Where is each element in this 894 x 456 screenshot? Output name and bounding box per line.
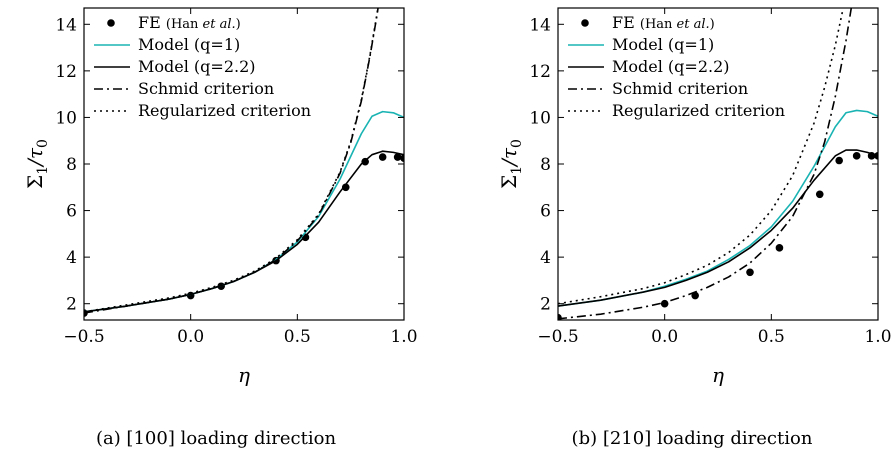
model-q1-line-b — [558, 109, 878, 307]
plot-area-a — [84, 8, 404, 317]
fe-point-b-7 — [852, 152, 861, 160]
y-tick-label-b-0: 2 — [540, 295, 551, 315]
regularized-line-a — [84, 8, 379, 313]
x-axis-label-b: η — [712, 363, 724, 387]
schmid-line-b — [558, 8, 853, 320]
legend-label-regularized-a: Regularized criterion — [138, 101, 311, 120]
y-axis-label-a: Σ1/τ0 — [23, 139, 51, 189]
legend-fe-note-b: (Han — [640, 17, 677, 32]
caption-b: (b) [210] loading direction — [572, 428, 813, 449]
x-tick-label-b-2: 0.5 — [758, 327, 785, 347]
legend-label-regularized-b: Regularized criterion — [612, 101, 785, 120]
y-axis-label-sub2-a: 0 — [35, 139, 51, 148]
y-tick-label-a-1: 4 — [66, 248, 77, 268]
y-tick-label-b-4: 10 — [529, 108, 551, 128]
y-tick-label-a-6: 14 — [55, 15, 77, 35]
y-tick-label-b-6: 14 — [529, 15, 551, 35]
y-tick-label-a-2: 6 — [66, 202, 77, 222]
fe-point-b-1 — [660, 299, 669, 308]
legend-label-schmid-a: Schmid criterion — [138, 79, 274, 98]
model-q22-line-b — [558, 149, 878, 307]
x-axis-label-a: η — [238, 363, 250, 387]
y-axis-label-sep-a: /τ — [23, 147, 47, 168]
model-q22-line-a — [84, 150, 404, 313]
legend-fe-note-italic-b: et al. — [677, 17, 710, 32]
legend-a: FE (Han et al.) Model (q=1) Model (q=2.2) S… — [94, 13, 311, 120]
legend-b: FE (Han et al.) Model (q=1) Model (q=2.2) S… — [568, 13, 785, 120]
ticks-b: −0.5 0.0 0.5 1.0 2 4 6 8 10 12 14 — [529, 8, 892, 347]
legend-fe-note-end-a: ) — [236, 17, 241, 32]
y-tick-label-a-0: 2 — [66, 295, 77, 315]
x-tick-label-b-3: 1.0 — [864, 327, 891, 347]
x-tick-label-a-1: 0.0 — [177, 327, 204, 347]
fe-point-b-4 — [775, 244, 784, 252]
x-tick-label-a-0: −0.5 — [63, 327, 104, 347]
fe-point-a-5 — [341, 183, 350, 192]
y-tick-label-a-5: 12 — [55, 62, 77, 82]
x-tick-label-a-2: 0.5 — [284, 327, 311, 347]
legend-label-fe-a: FE (Han et al.) — [138, 13, 241, 32]
ticks-a: −0.5 0.0 0.5 1.0 2 4 6 8 10 12 14 — [55, 8, 418, 347]
y-axis-label-main-a: Σ — [23, 175, 47, 189]
x-tick-label-b-1: 0.0 — [651, 327, 678, 347]
y-tick-label-b-2: 6 — [540, 202, 551, 222]
legend-label-fe-b: FE (Han et al.) — [612, 13, 715, 32]
legend-fe-marker-b — [581, 19, 589, 27]
legend-label-model-q1-a: Model (q=1) — [138, 35, 240, 54]
fe-point-b-6 — [835, 156, 843, 165]
legend-fe-note-italic-a: et al. — [203, 17, 236, 32]
legend-fe-note-a: (Han — [166, 17, 203, 32]
y-tick-label-b-5: 12 — [529, 62, 551, 82]
y-tick-label-a-3: 8 — [66, 155, 77, 175]
legend-label-model-q1-b: Model (q=1) — [612, 35, 714, 54]
y-axis-label-b: Σ1/τ0 — [497, 139, 525, 189]
axes-frame-b — [557, 7, 879, 321]
regularized-line-b — [558, 8, 845, 305]
legend-label-model-q22-b: Model (q=2.2) — [612, 57, 730, 76]
caption-a: (a) [100] loading direction — [96, 428, 337, 449]
y-axis-label-sub1-b: 1 — [509, 166, 525, 175]
legend-label-schmid-b: Schmid criterion — [612, 79, 748, 98]
axes-frame-a — [83, 7, 405, 321]
fe-point-b-3 — [746, 268, 754, 277]
y-axis-label-sub1-a: 1 — [35, 166, 51, 175]
legend-fe-marker-a — [107, 19, 115, 27]
fe-point-a-9 — [400, 154, 404, 162]
y-tick-label-b-3: 8 — [540, 155, 551, 175]
fe-point-b-5 — [815, 190, 824, 199]
plot-area-b — [558, 8, 878, 320]
legend-fe-prefix-b: FE — [612, 13, 640, 32]
legend-fe-note-end-b: ) — [710, 17, 715, 32]
y-axis-label-sub2-b: 0 — [509, 139, 525, 148]
fe-point-b-2 — [691, 291, 699, 300]
schmid-line-a — [84, 8, 379, 314]
legend-label-model-q22-a: Model (q=2.2) — [138, 57, 256, 76]
x-tick-label-b-0: −0.5 — [537, 327, 578, 347]
y-tick-label-b-1: 4 — [540, 248, 551, 268]
fe-point-a-7 — [378, 153, 387, 161]
y-axis-label-main-b: Σ — [497, 175, 521, 189]
x-tick-label-a-3: 1.0 — [390, 327, 417, 347]
y-tick-label-a-4: 10 — [55, 108, 77, 128]
legend-fe-prefix-a: FE — [138, 13, 166, 32]
fe-point-a-8 — [393, 153, 402, 161]
y-axis-label-sep-b: /τ — [497, 147, 521, 168]
model-q1-line-a — [84, 110, 404, 313]
